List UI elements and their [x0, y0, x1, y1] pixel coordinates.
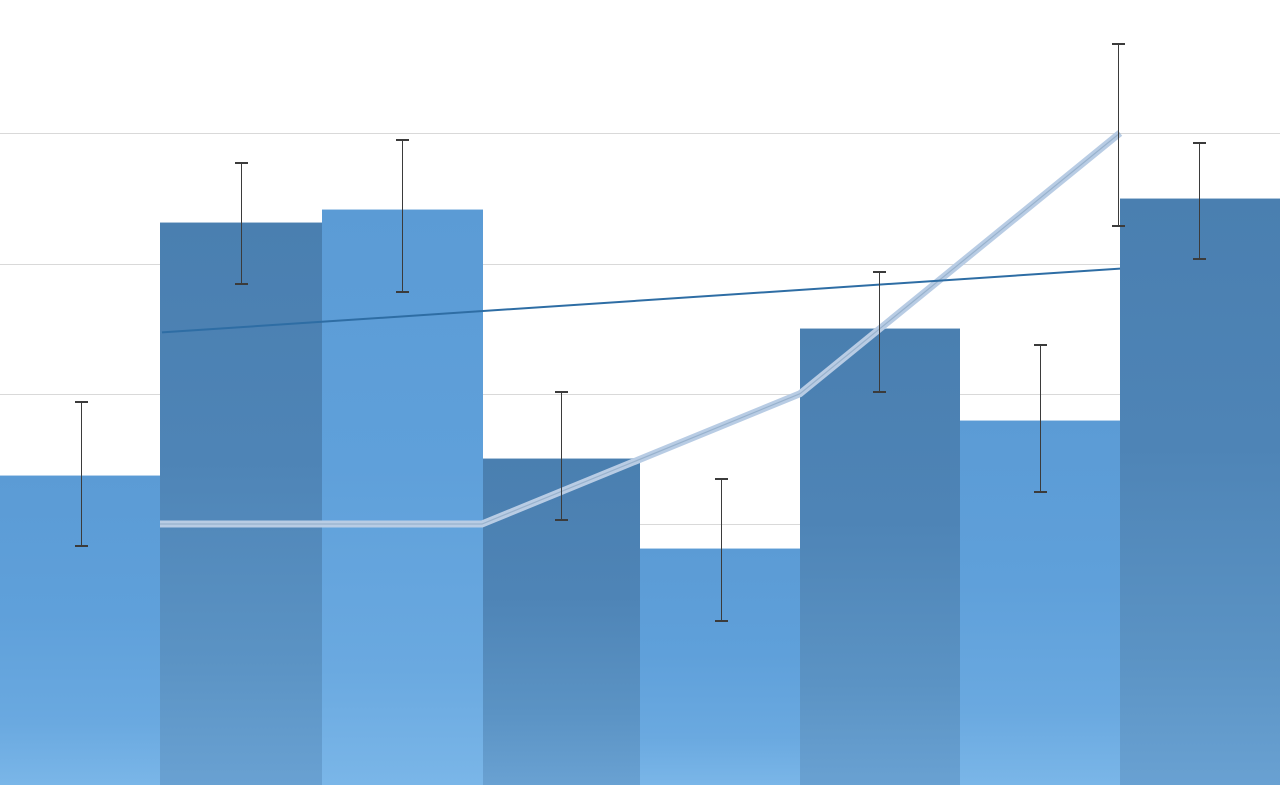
bar — [640, 548, 800, 785]
error-bar-cap-lower — [396, 291, 409, 293]
error-bar-stem — [561, 391, 562, 519]
error-bar-cap-lower — [1034, 491, 1047, 493]
error-bar-cap-lower — [555, 519, 568, 521]
error-bar-cap-lower — [873, 391, 886, 393]
error-bar-cap-upper — [396, 139, 409, 141]
error-bar-cap-lower — [75, 545, 88, 547]
bar-top-edge — [1120, 198, 1280, 199]
bar — [1120, 198, 1280, 785]
error-bar-cap-upper — [1034, 344, 1047, 346]
bar-top-edge — [640, 548, 800, 549]
error-bar-stem — [1040, 344, 1041, 491]
error-bar-cap-lower — [1112, 225, 1125, 227]
bar — [800, 328, 960, 785]
error-bar-stem — [81, 401, 82, 545]
error-bar-cap-upper — [1112, 43, 1125, 45]
error-bar-cap-lower — [715, 620, 728, 622]
error-bar-cap-upper — [873, 271, 886, 273]
bar — [0, 475, 160, 785]
error-bar-cap-lower — [1193, 258, 1206, 260]
error-bar-cap-upper — [715, 478, 728, 480]
error-bar-cap-upper — [1193, 142, 1206, 144]
error-bar-stem — [241, 162, 242, 283]
error-bar-cap-upper — [75, 401, 88, 403]
bar-top-edge — [800, 328, 960, 329]
error-bar-stem — [1199, 142, 1200, 258]
error-bar-stem — [721, 478, 722, 620]
error-bar-cap-lower — [235, 283, 248, 285]
bar-top-edge — [0, 475, 160, 476]
error-bar-cap-upper — [235, 162, 248, 164]
gridline — [0, 133, 1280, 134]
error-bar-stem — [879, 271, 880, 391]
error-bar-cap-upper — [555, 391, 568, 393]
bar — [160, 222, 322, 785]
error-bar-stem — [402, 139, 403, 291]
bar — [322, 209, 483, 785]
error-bar-stem — [1118, 43, 1119, 225]
